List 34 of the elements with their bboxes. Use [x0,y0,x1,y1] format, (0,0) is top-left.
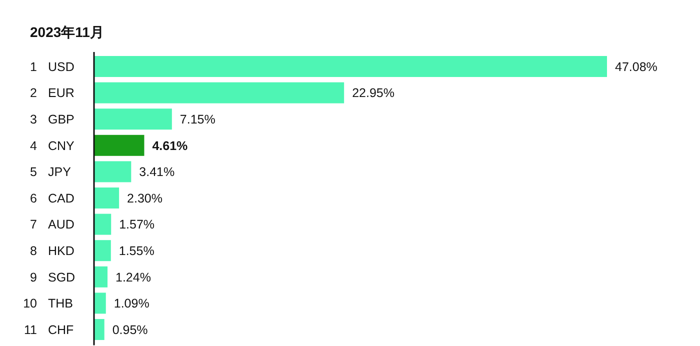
data-label: 3.41% [139,165,175,180]
bar [94,266,108,288]
data-label: 22.95% [352,86,394,100]
data-label: 0.95% [112,322,148,337]
data-label: 7.15% [180,112,216,126]
bar [94,292,106,314]
y-tick-label: 2 EUR [30,86,74,100]
y-tick-label: 7 AUD [30,218,74,232]
y-tick-label: 1 USD [30,60,74,74]
y-tick-label: 4 CNY [30,138,76,153]
data-label: 47.08% [615,60,658,74]
y-tick-label: 5 JPY [30,165,72,180]
data-label: 1.09% [114,296,150,311]
bar [94,188,120,208]
bar [94,108,172,130]
bar [94,56,607,77]
bar [94,214,112,235]
data-label: 4.61% [152,138,188,153]
data-label: 1.57% [119,218,155,232]
bar [94,319,104,340]
bar [94,240,111,262]
bar [94,161,132,182]
data-label: 1.24% [116,270,151,284]
data-label: 1.55% [118,244,154,258]
y-tick-label: 10 THB [23,296,73,311]
y-tick-label: 11 CHF [24,322,74,337]
y-tick-label: 3 GBP [30,112,74,126]
data-label: 2.30% [127,191,163,206]
chart-title: 2023年11月 [30,24,104,40]
y-tick-label: 6 CAD [30,191,74,206]
y-tick-label: 9 SGD [30,270,76,284]
bar [94,82,344,104]
bar [94,134,144,156]
y-tick-label: 8 HKD [30,244,74,258]
